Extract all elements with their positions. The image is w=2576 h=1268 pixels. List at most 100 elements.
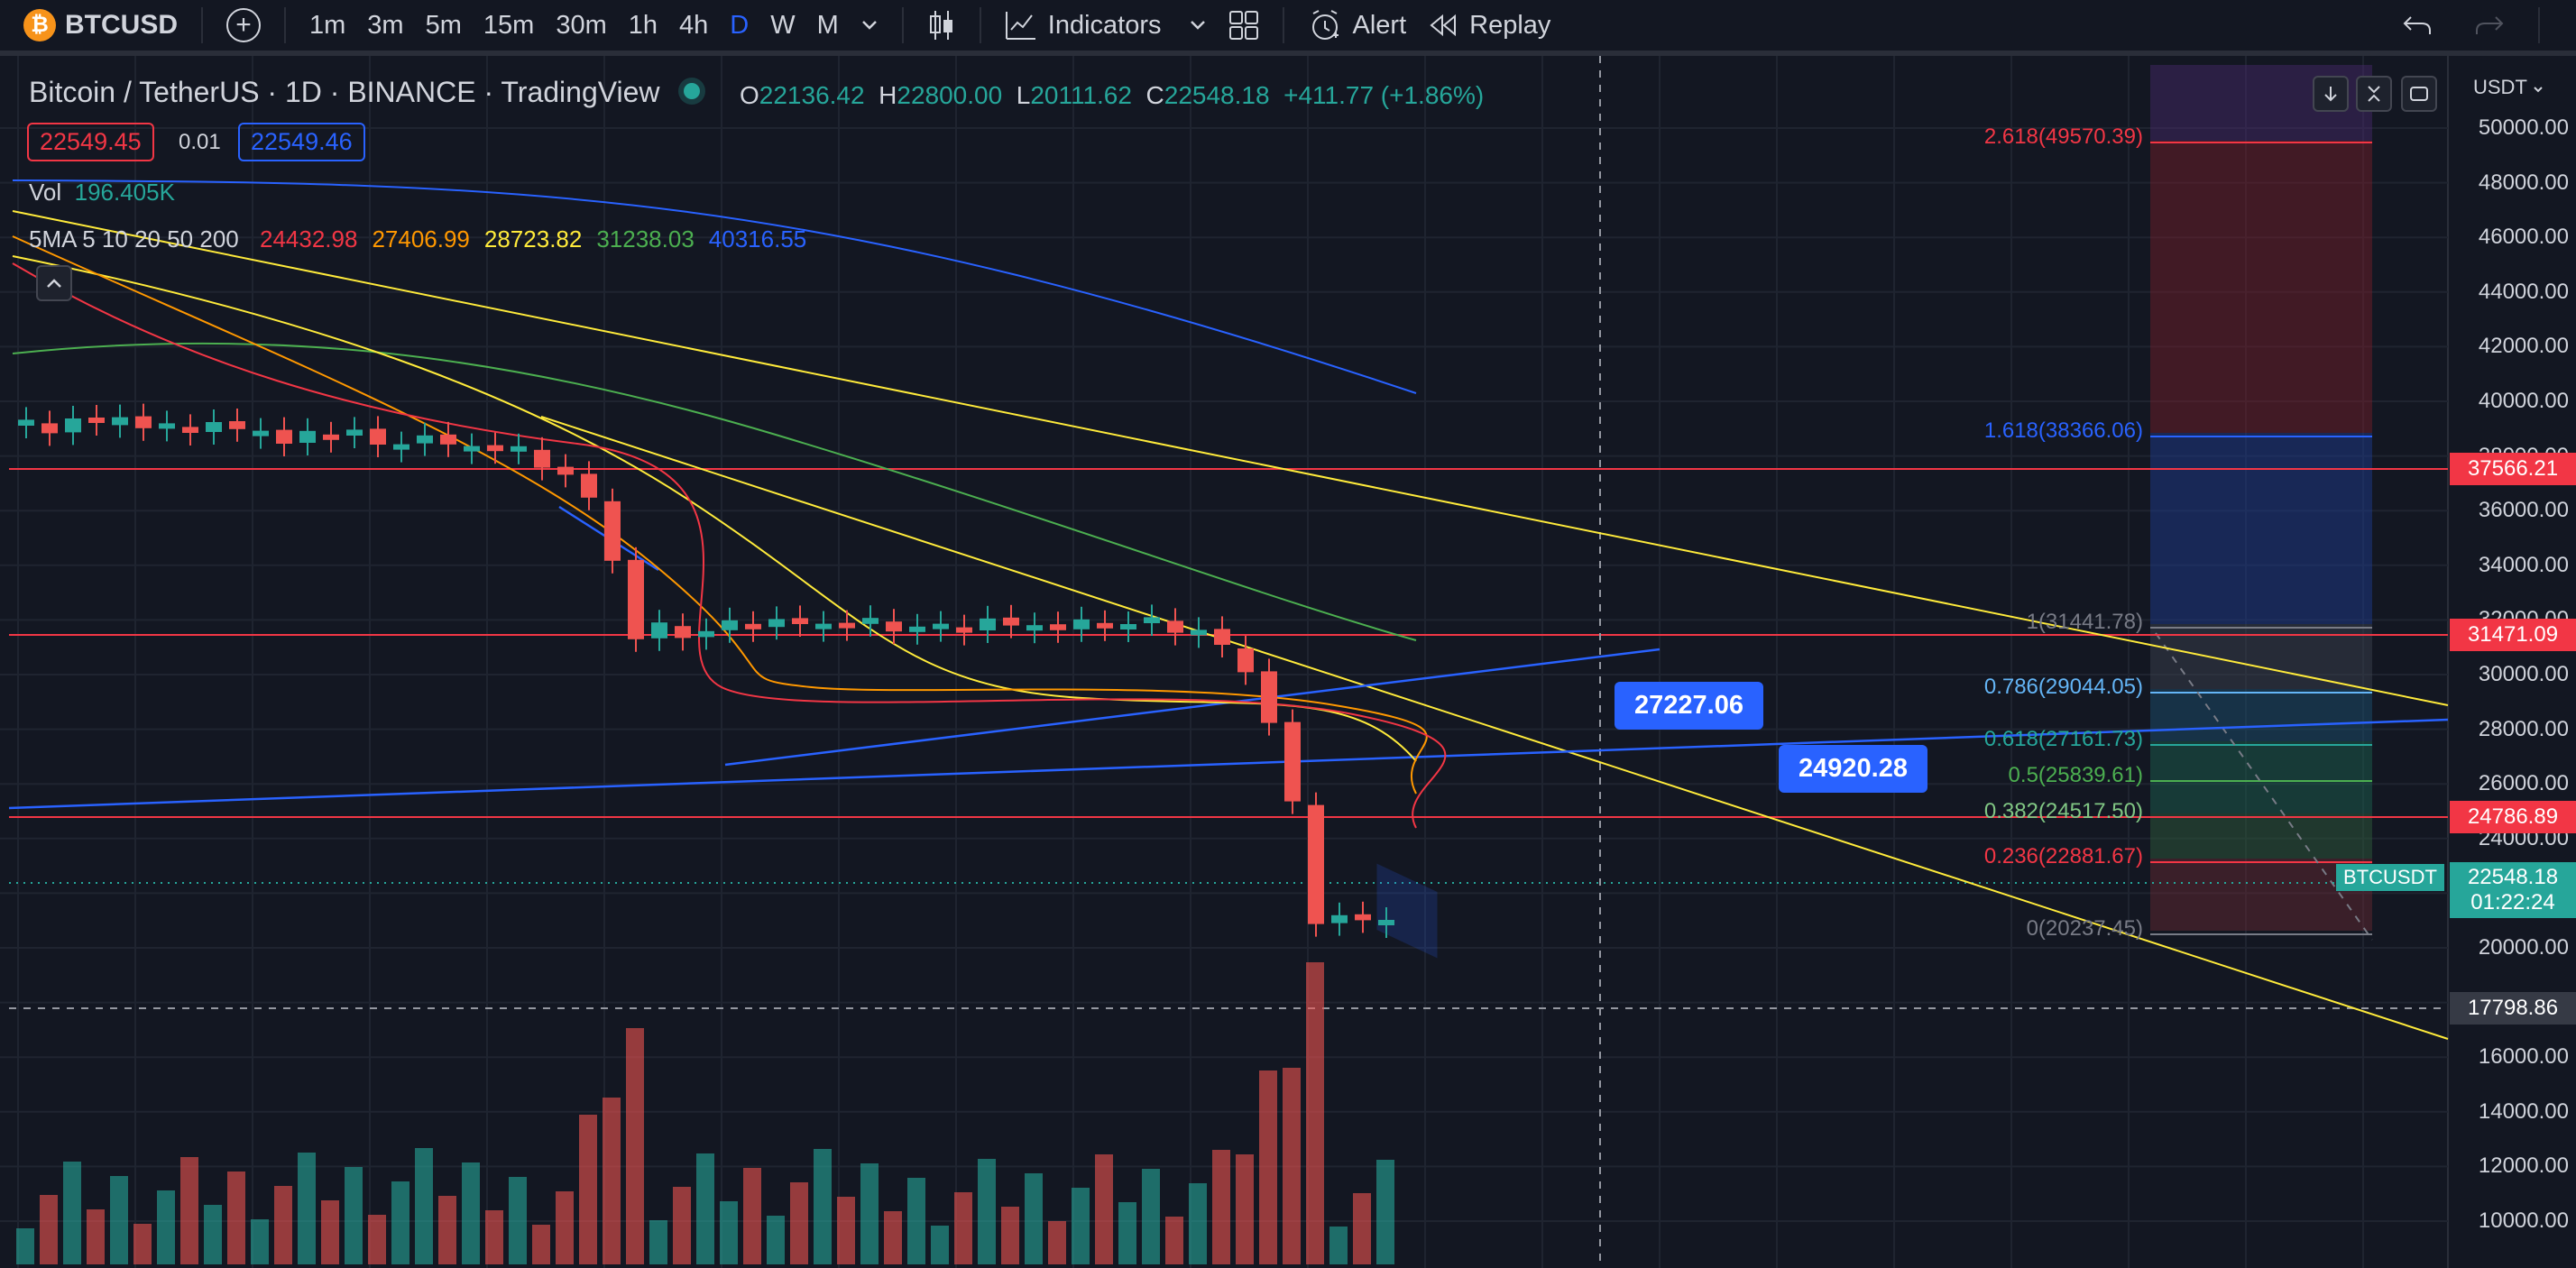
symbol-label: BTCUSD [65,10,178,40]
volume-bar [509,1177,527,1264]
price-callout[interactable]: 24920.28 [1779,745,1927,793]
candle [1073,619,1090,629]
compare-symbol-button[interactable]: + [216,0,271,51]
level-tag: 31471.09 [2450,619,2576,651]
interval-1m[interactable]: 1m [309,10,346,40]
collapse-pane-button[interactable] [2356,76,2392,112]
undo-button[interactable] [2381,0,2453,51]
candle [933,623,949,629]
fib-zone [2150,624,2372,689]
sell-price-button[interactable]: 22549.45 [27,123,154,161]
candle [253,430,269,436]
candles-icon [929,11,952,40]
price-axis-label: 20000.00 [2478,935,2569,960]
candle [229,421,245,429]
candle [698,630,714,638]
high-value: 22800.00 [897,81,1003,109]
interval-dropdown-button[interactable] [850,0,889,51]
trend-line [540,416,2449,1040]
fib-zone [2150,741,2372,813]
open-value: 22136.42 [759,81,865,109]
volume-bar [1142,1169,1160,1264]
volume-bar [767,1216,785,1264]
volume-bar [1048,1221,1066,1264]
volume-bar [180,1157,198,1264]
interval-D[interactable]: D [730,10,750,40]
candle [112,417,128,426]
volume-bar [485,1210,503,1264]
interval-5m[interactable]: 5m [425,10,462,40]
fib-level-label: 0.382(24517.50) [1983,799,2143,823]
indicators-button[interactable]: Indicators [994,0,1218,51]
divider [284,7,286,43]
ma-value: 40316.55 [708,225,807,253]
price-axis-label: 12000.00 [2478,1153,2569,1179]
grid-layout-icon [1228,11,1258,40]
chevron-down-icon [861,21,877,30]
interval-30m[interactable]: 30m [556,10,607,40]
trend-line [8,718,2449,810]
price-callout[interactable]: 27227.06 [1615,682,1763,730]
candle [581,473,597,498]
buy-price-button[interactable]: 22549.46 [238,123,365,161]
volume-bar [110,1176,128,1264]
candle [18,419,34,426]
scroll-down-button[interactable] [2313,76,2349,112]
candle [1191,629,1207,636]
symbol-title: Bitcoin / TetherUS · 1D · BINANCE · Trad… [29,76,660,108]
layouts-button[interactable] [1218,0,1270,51]
candle [909,626,925,632]
interval-W[interactable]: W [770,10,796,40]
volume-legend: Vol 196.405K [29,179,175,207]
interval-M[interactable]: M [816,10,839,40]
candle [299,430,316,443]
replay-label: Replay [1469,10,1551,40]
symbol-selector[interactable]: ₿ BTCUSD [0,0,189,51]
chart-area[interactable]: Bitcoin / TetherUS · 1D · BINANCE · Trad… [0,56,2576,1268]
collapse-legend-button[interactable] [36,265,72,301]
volume-bar [204,1205,222,1264]
ma-value: 27406.99 [372,225,470,253]
fib-level-label: 1.618(38366.06) [1983,418,2143,443]
ma-values: 24432.98 27406.99 28723.82 31238.03 40316.55 [245,225,806,253]
candle [792,618,808,624]
interval-15m[interactable]: 15m [483,10,535,40]
close-value: 22548.18 [1164,81,1270,109]
price-axis-label: 10000.00 [2478,1208,2569,1233]
volume-bar [837,1197,855,1264]
price-axis-label: 14000.00 [2478,1098,2569,1124]
volume-bar [274,1186,292,1264]
candle [41,423,58,434]
redo-button[interactable] [2453,0,2525,51]
replay-button[interactable]: Replay [1417,0,1561,51]
candle [745,623,761,629]
chart-type-button[interactable] [916,0,967,51]
indicators-icon [1005,12,1035,40]
candle [1355,914,1371,921]
volume-bar [1001,1207,1019,1264]
maximize-pane-button[interactable] [2401,76,2437,112]
candle [1308,804,1324,924]
interval-1h[interactable]: 1h [628,10,658,40]
candle [675,626,691,639]
ma-label: 5MA 5 10 20 50 200 [29,225,239,253]
volume-bar [368,1215,386,1264]
candle [1284,721,1301,802]
candle [768,619,785,628]
candle [815,623,832,629]
fib-level-label: 0(20237.45) [2026,916,2143,941]
interval-3m[interactable]: 3m [367,10,404,40]
volume-bar [16,1228,34,1264]
last-price-value: 22548.18 [2467,865,2559,889]
chart-canvas[interactable] [0,56,2576,1268]
maximize-icon [2410,87,2428,101]
price-axis-label: 36000.00 [2478,498,2569,523]
interval-4h[interactable]: 4h [679,10,709,40]
candle [1237,648,1254,673]
interval-group: 1m 3m 5m 15m 30m 1h 4h D W M [299,0,850,51]
price-axis-label: 40000.00 [2478,389,2569,413]
volume-bar [720,1201,738,1264]
price-axis-label: 26000.00 [2478,771,2569,796]
alert-button[interactable]: Alert [1297,0,1418,51]
currency-selector[interactable]: USDT [2473,76,2544,99]
